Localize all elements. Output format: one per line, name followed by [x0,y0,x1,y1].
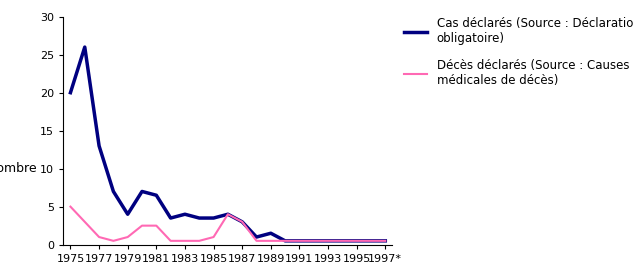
Décès déclarés (Source : Causes
médicales de décès): (1.99e+03, 0.5): Causes médicales de décès): (1.99e+03, 0… [267,239,275,242]
Décès déclarés (Source : Causes
médicales de décès): (1.99e+03, 0.5): Causes médicales de décès): (1.99e+03, 0… [296,239,303,242]
Décès déclarés (Source : Causes
médicales de décès): (1.98e+03, 2.5): Causes médicales de décès): (1.98e+03, 2… [153,224,160,227]
Décès déclarés (Source : Causes
médicales de décès): (1.98e+03, 0.5): Causes médicales de décès): (1.98e+03, 0… [167,239,175,242]
Cas déclarés (Source : Déclaration
obligatoire): (1.99e+03, 0.5): Déclaration obligatoire): (1.99e+03, 0.5… [281,239,289,242]
Décès déclarés (Source : Causes
médicales de décès): (1.99e+03, 0.5): Causes médicales de décès): (1.99e+03, 0… [324,239,332,242]
Décès déclarés (Source : Causes
médicales de décès): (1.99e+03, 4): Causes médicales de décès): (1.99e+03, 4… [224,213,232,216]
Décès déclarés (Source : Causes
médicales de décès): (1.99e+03, 0.5): Causes médicales de décès): (1.99e+03, 0… [310,239,318,242]
Cas déclarés (Source : Déclaration
obligatoire): (1.98e+03, 3.5): Déclaration obligatoire): (1.98e+03, 3.5… [167,216,175,220]
Cas déclarés (Source : Déclaration
obligatoire): (1.98e+03, 4): Déclaration obligatoire): (1.98e+03, 4) [124,213,132,216]
Cas déclarés (Source : Déclaration
obligatoire): (1.99e+03, 1.5): Déclaration obligatoire): (1.99e+03, 1.5… [267,232,275,235]
Cas déclarés (Source : Déclaration
obligatoire): (1.99e+03, 0.5): Déclaration obligatoire): (1.99e+03, 0.5… [296,239,303,242]
Décès déclarés (Source : Causes
médicales de décès): (1.99e+03, 3): Causes médicales de décès): (1.99e+03, 3… [239,220,246,224]
Cas déclarés (Source : Déclaration
obligatoire): (2e+03, 0.5): Déclaration obligatoire): (2e+03, 0.5) [382,239,389,242]
Cas déclarés (Source : Déclaration
obligatoire): (1.99e+03, 4): Déclaration obligatoire): (1.99e+03, 4) [224,213,232,216]
Décès déclarés (Source : Causes
médicales de décès): (2e+03, 0.5): Causes médicales de décès): (2e+03, 0.5) [382,239,389,242]
Cas déclarés (Source : Déclaration
obligatoire): (1.98e+03, 7): Déclaration obligatoire): (1.98e+03, 7) [138,190,146,193]
Cas déclarés (Source : Déclaration
obligatoire): (2e+03, 0.5): Déclaration obligatoire): (2e+03, 0.5) [367,239,375,242]
Line: Décès déclarés (Source : Causes
médicales de décès): Décès déclarés (Source : Causes médicale… [70,207,385,241]
Cas déclarés (Source : Déclaration
obligatoire): (1.98e+03, 20): Déclaration obligatoire): (1.98e+03, 20) [66,91,74,94]
Décès déclarés (Source : Causes
médicales de décès): (2e+03, 0.5): Causes médicales de décès): (2e+03, 0.5) [367,239,375,242]
Line: Cas déclarés (Source : Déclaration
obligatoire): Cas déclarés (Source : Déclaration oblig… [70,47,385,241]
Cas déclarés (Source : Déclaration
obligatoire): (1.99e+03, 0.5): Déclaration obligatoire): (1.99e+03, 0.5… [310,239,318,242]
Décès déclarés (Source : Causes
médicales de décès): (1.98e+03, 2.5): Causes médicales de décès): (1.98e+03, 2… [138,224,146,227]
Cas déclarés (Source : Déclaration
obligatoire): (1.98e+03, 6.5): Déclaration obligatoire): (1.98e+03, 6.5… [153,193,160,197]
Text: Nombre: Nombre [0,162,37,175]
Décès déclarés (Source : Causes
médicales de décès): (1.98e+03, 1): Causes médicales de décès): (1.98e+03, 1… [210,235,217,239]
Décès déclarés (Source : Causes
médicales de décès): (1.99e+03, 0.5): Causes médicales de décès): (1.99e+03, 0… [339,239,346,242]
Cas déclarés (Source : Déclaration
obligatoire): (1.98e+03, 13): Déclaration obligatoire): (1.98e+03, 13) [96,144,103,148]
Décès déclarés (Source : Causes
médicales de décès): (1.99e+03, 0.5): Causes médicales de décès): (1.99e+03, 0… [253,239,260,242]
Cas déclarés (Source : Déclaration
obligatoire): (1.99e+03, 0.5): Déclaration obligatoire): (1.99e+03, 0.5… [324,239,332,242]
Cas déclarés (Source : Déclaration
obligatoire): (1.99e+03, 0.5): Déclaration obligatoire): (1.99e+03, 0.5… [339,239,346,242]
Cas déclarés (Source : Déclaration
obligatoire): (1.99e+03, 1): Déclaration obligatoire): (1.99e+03, 1) [253,235,260,239]
Décès déclarés (Source : Causes
médicales de décès): (1.99e+03, 0.5): Causes médicales de décès): (1.99e+03, 0… [281,239,289,242]
Cas déclarés (Source : Déclaration
obligatoire): (1.98e+03, 3.5): Déclaration obligatoire): (1.98e+03, 3.5… [210,216,217,220]
Cas déclarés (Source : Déclaration
obligatoire): (1.99e+03, 3): Déclaration obligatoire): (1.99e+03, 3) [239,220,246,224]
Décès déclarés (Source : Causes
médicales de décès): (1.98e+03, 0.5): Causes médicales de décès): (1.98e+03, 0… [110,239,117,242]
Legend: Cas déclarés (Source : Déclaration
obligatoire), Décès déclarés (Source : Causes: Cas déclarés (Source : Déclaration oblig… [399,12,633,92]
Décès déclarés (Source : Causes
médicales de décès): (1.98e+03, 3): Causes médicales de décès): (1.98e+03, 3… [81,220,89,224]
Cas déclarés (Source : Déclaration
obligatoire): (2e+03, 0.5): Déclaration obligatoire): (2e+03, 0.5) [353,239,360,242]
Décès déclarés (Source : Causes
médicales de décès): (1.98e+03, 5): Causes médicales de décès): (1.98e+03, 5… [66,205,74,208]
Cas déclarés (Source : Déclaration
obligatoire): (1.98e+03, 26): Déclaration obligatoire): (1.98e+03, 26) [81,45,89,49]
Décès déclarés (Source : Causes
médicales de décès): (2e+03, 0.5): Causes médicales de décès): (2e+03, 0.5) [353,239,360,242]
Décès déclarés (Source : Causes
médicales de décès): (1.98e+03, 1): Causes médicales de décès): (1.98e+03, 1… [124,235,132,239]
Décès déclarés (Source : Causes
médicales de décès): (1.98e+03, 0.5): Causes médicales de décès): (1.98e+03, 0… [181,239,189,242]
Décès déclarés (Source : Causes
médicales de décès): (1.98e+03, 0.5): Causes médicales de décès): (1.98e+03, 0… [196,239,203,242]
Décès déclarés (Source : Causes
médicales de décès): (1.98e+03, 1): Causes médicales de décès): (1.98e+03, 1… [96,235,103,239]
Cas déclarés (Source : Déclaration
obligatoire): (1.98e+03, 3.5): Déclaration obligatoire): (1.98e+03, 3.5… [196,216,203,220]
Cas déclarés (Source : Déclaration
obligatoire): (1.98e+03, 4): Déclaration obligatoire): (1.98e+03, 4) [181,213,189,216]
Cas déclarés (Source : Déclaration
obligatoire): (1.98e+03, 7): Déclaration obligatoire): (1.98e+03, 7) [110,190,117,193]
